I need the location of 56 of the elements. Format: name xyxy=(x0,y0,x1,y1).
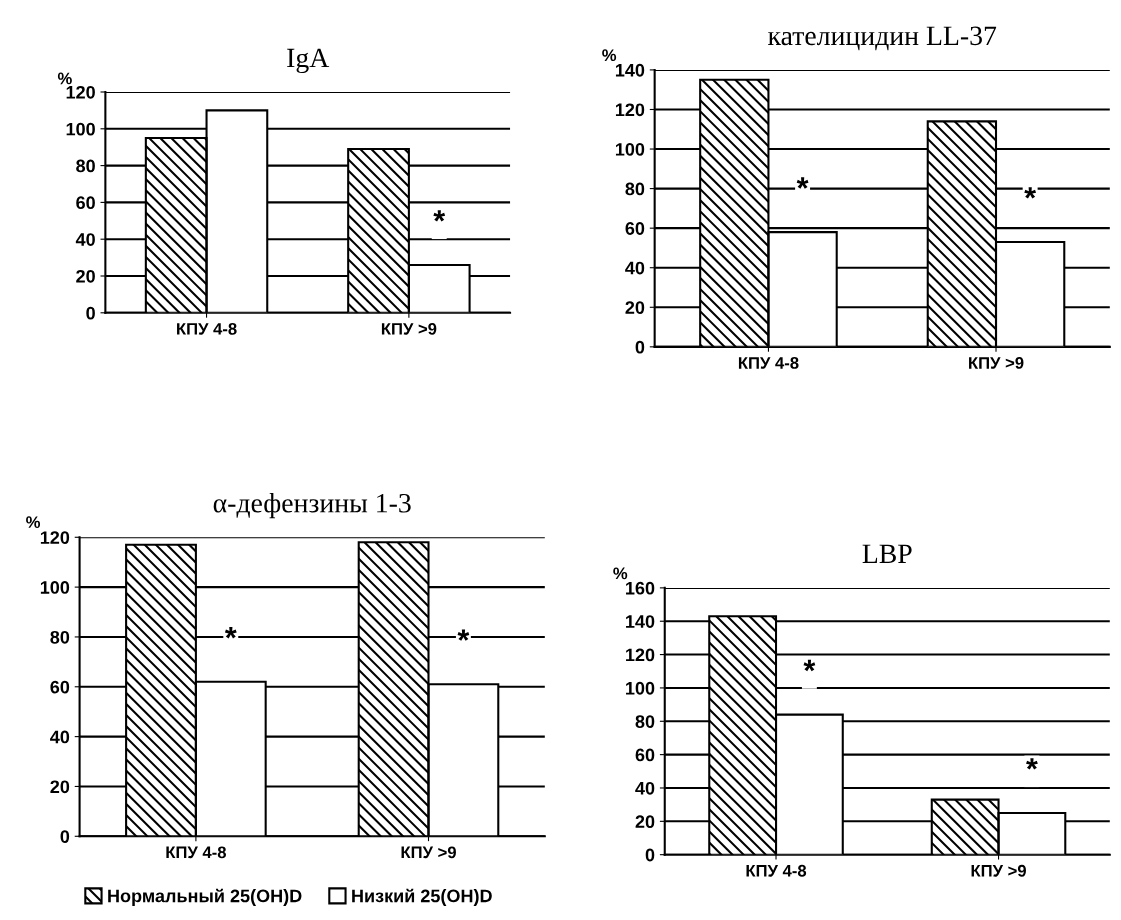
annotation: * xyxy=(1026,758,1038,770)
y-tick-label: 140 xyxy=(626,615,655,628)
chart-title: кателицидин LL-37 xyxy=(768,26,997,51)
y-tick-label: 0 xyxy=(60,830,70,843)
y-tick-label: 0 xyxy=(645,848,655,862)
y-tick-label: 0 xyxy=(86,306,95,320)
y-tick-label: 120 xyxy=(615,103,645,117)
y-tick-label: 100 xyxy=(66,122,95,136)
legend-label: Низкий 25(OH)D xyxy=(352,888,492,906)
y-tick-label: 60 xyxy=(635,748,655,762)
y-axis-title: % xyxy=(613,567,628,580)
y-tick-label: 120 xyxy=(626,648,655,662)
annotation: * xyxy=(457,629,470,641)
y-tick-label: 100 xyxy=(615,142,645,156)
x-tick-label: КПУ 4-8 xyxy=(738,357,799,369)
y-tick-label: 120 xyxy=(40,531,70,544)
chart-title: LBP xyxy=(862,544,912,563)
y-tick-label: 60 xyxy=(76,196,95,210)
chart-title: IgA xyxy=(287,48,330,73)
annotation: * xyxy=(433,210,446,222)
y-tick-label: 40 xyxy=(635,781,655,795)
y-tick-label: 60 xyxy=(50,680,70,694)
y-tick-label: 20 xyxy=(50,780,70,794)
x-tick-label: КПУ >9 xyxy=(971,864,1026,877)
annotation: * xyxy=(224,627,237,639)
y-axis-title: % xyxy=(26,516,41,528)
y-tick-label: 80 xyxy=(76,159,95,173)
x-tick-label: КПУ >9 xyxy=(401,846,456,859)
y-tick-label: 20 xyxy=(625,301,645,314)
y-tick-label: 60 xyxy=(625,222,645,235)
legend-label: Нормальный 25(OH)D xyxy=(108,888,302,906)
x-tick-label: КПУ 4-8 xyxy=(746,864,807,877)
y-tick-label: 80 xyxy=(635,715,655,728)
y-tick-label: 100 xyxy=(626,681,655,695)
y-tick-label: 0 xyxy=(635,340,645,354)
chart-title: α-дефензины 1-3 xyxy=(213,493,411,519)
y-tick-label: 140 xyxy=(615,63,645,77)
y-tick-label: 40 xyxy=(50,730,70,744)
x-tick-label: КПУ 4-8 xyxy=(177,322,237,335)
y-tick-label: 40 xyxy=(625,261,645,275)
y-tick-label: 80 xyxy=(50,630,70,644)
y-tick-label: 80 xyxy=(625,182,645,196)
y-axis-title: % xyxy=(602,49,617,62)
annotation: * xyxy=(803,659,816,672)
x-tick-label: КПУ >9 xyxy=(381,322,437,335)
y-tick-label: 20 xyxy=(76,269,95,283)
x-tick-label: КПУ >9 xyxy=(969,357,1024,369)
y-tick-label: 20 xyxy=(635,815,655,829)
y-axis-title: % xyxy=(57,72,72,85)
y-tick-label: 160 xyxy=(626,581,655,595)
y-tick-label: 100 xyxy=(40,581,70,594)
x-tick-label: КПУ 4-8 xyxy=(166,846,226,859)
annotation: * xyxy=(1024,187,1037,199)
y-tick-label: 120 xyxy=(66,85,95,99)
y-tick-label: 40 xyxy=(75,233,95,246)
annotation: * xyxy=(796,177,809,189)
